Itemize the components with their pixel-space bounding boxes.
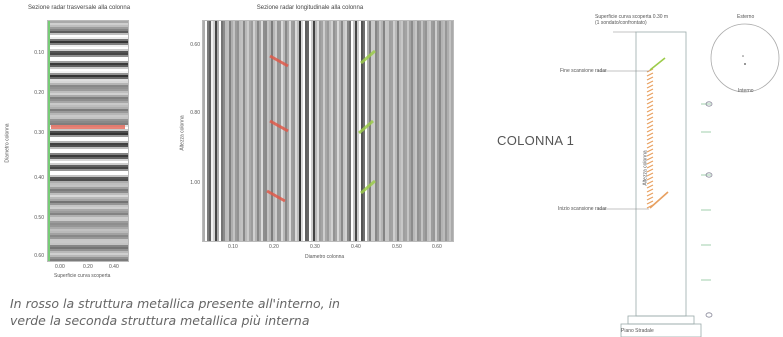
left-panel-title: Sezione radar trasversale alla colonna <box>27 5 131 11</box>
column-plinth <box>620 323 702 337</box>
interno-label: Interno <box>738 88 754 94</box>
surface-label-1: Superficie curva scoperta 0.30 m <box>595 14 669 20</box>
column-base <box>627 315 695 325</box>
left-radargram <box>47 20 129 262</box>
x-tick: 0.60 <box>432 244 442 250</box>
base-label: Piano Stradale <box>621 328 654 334</box>
caption-line-2: verde la seconda struttura metallica più… <box>10 313 310 328</box>
column-diagram <box>598 23 780 337</box>
caption-line-1: In rosso la struttura metallica presente… <box>10 296 340 311</box>
x-tick: 0.30 <box>310 244 320 250</box>
x-tick: 0.10 <box>228 244 238 250</box>
y-tick: 0.40 <box>34 175 44 181</box>
orientation-dot-2 <box>742 55 744 57</box>
y-tick: 1.00 <box>190 180 200 186</box>
altezza-label: Altezza colonna <box>642 150 649 186</box>
y-tick: 0.10 <box>34 50 44 56</box>
surface-label-2: (1 sondato/confrontato) <box>595 20 647 26</box>
column-ticks <box>701 103 711 281</box>
scan-hatch <box>646 57 669 209</box>
x-tick: 0.20 <box>269 244 279 250</box>
esterno-label: Esterno <box>737 14 755 20</box>
orientation-circle <box>710 23 780 93</box>
fine-scan-label: Fine scansione radar <box>560 68 607 74</box>
left-radargram-image <box>48 21 128 261</box>
x-tick: 0.40 <box>351 244 361 250</box>
x-tick: 0.40 <box>109 264 119 270</box>
y-tick: 0.60 <box>190 42 200 48</box>
y-tick: 0.20 <box>34 90 44 96</box>
middle-y-ticks: 0.60 0.80 1.00 <box>176 20 200 240</box>
y-tick: 0.80 <box>190 110 200 116</box>
y-tick: 0.50 <box>34 215 44 221</box>
column-label: COLONNA 1 <box>497 133 575 148</box>
inizio-scan-label: Inizio scansione radar <box>558 206 607 212</box>
x-tick: 0.00 <box>55 264 65 270</box>
y-tick: 0.30 <box>34 130 44 136</box>
left-x-ticks: 0.00 0.20 0.40 <box>47 264 127 272</box>
left-y-ticks: 0.10 0.20 0.30 0.40 0.50 0.60 <box>20 20 44 260</box>
middle-ylabel: Altezza colonna <box>179 115 186 151</box>
y-tick: 0.60 <box>34 253 44 259</box>
column-markers <box>705 101 713 318</box>
orientation-dot <box>744 63 746 65</box>
middle-radargram <box>202 20 454 242</box>
middle-panel-title: Sezione radar longitudinale alla colonna <box>256 5 364 11</box>
left-ylabel: Diametro colonna <box>4 123 11 163</box>
figure-caption: In rosso la struttura metallica presente… <box>10 295 440 329</box>
x-tick: 0.50 <box>392 244 402 250</box>
middle-xlabel: Diametro colonna <box>305 254 345 260</box>
left-xlabel: Superficie curva scoperta <box>54 273 111 279</box>
middle-radargram-image <box>203 21 453 241</box>
middle-x-ticks: 0.10 0.20 0.30 0.40 0.50 0.60 <box>202 244 452 252</box>
x-tick: 0.20 <box>83 264 93 270</box>
